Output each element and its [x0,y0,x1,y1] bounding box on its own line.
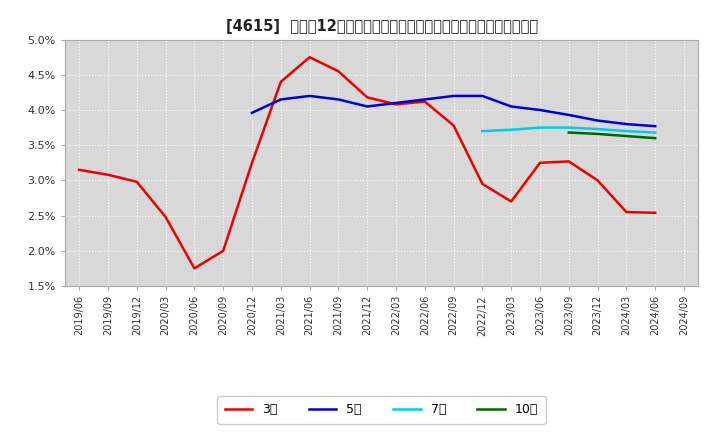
5年 [305,93,314,99]
5年 [420,97,429,102]
5年 [449,93,458,99]
3年 [334,69,343,74]
5年 [276,97,285,102]
3年 [75,167,84,172]
5年 [622,121,631,127]
3年 [449,123,458,128]
7年 [478,128,487,134]
7年 [593,126,602,132]
5年 [651,124,660,129]
7年 [536,125,544,130]
3年 [478,181,487,187]
5年 [507,104,516,109]
3年 [420,99,429,104]
3年 [305,55,314,60]
Line: 10年: 10年 [569,132,655,138]
10年 [622,133,631,139]
Line: 5年: 5年 [252,96,655,126]
Line: 3年: 3年 [79,57,655,268]
Title: [4615]  売上高12か月移動合計の対前年同期増減率の標準偏差の推移: [4615] 売上高12か月移動合計の対前年同期増減率の標準偏差の推移 [225,19,538,34]
Legend: 3年, 5年, 7年, 10年: 3年, 5年, 7年, 10年 [217,396,546,424]
3年 [276,79,285,84]
7年 [622,128,631,134]
5年 [392,100,400,106]
3年 [622,209,631,215]
3年 [564,159,573,164]
5年 [334,97,343,102]
3年 [593,178,602,183]
3年 [132,179,141,184]
5年 [536,107,544,113]
7年 [507,127,516,132]
7年 [564,125,573,130]
3年 [161,214,170,220]
7年 [651,130,660,135]
5年 [248,110,256,115]
3年 [190,266,199,271]
3年 [651,210,660,216]
5年 [593,118,602,123]
10年 [564,130,573,135]
3年 [392,102,400,107]
Line: 7年: 7年 [482,128,655,132]
5年 [478,93,487,99]
3年 [536,160,544,165]
3年 [219,248,228,253]
3年 [248,160,256,165]
10年 [651,136,660,141]
10年 [593,131,602,136]
3年 [104,172,112,177]
5年 [363,104,372,109]
3年 [363,95,372,100]
5年 [564,112,573,117]
3年 [507,199,516,204]
